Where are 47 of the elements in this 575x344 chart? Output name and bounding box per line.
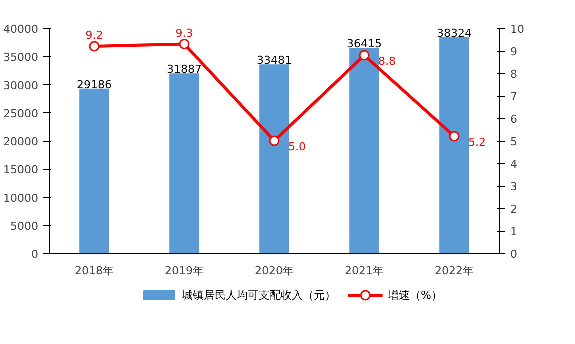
data-label: 29186 — [77, 78, 112, 92]
bar — [170, 74, 200, 254]
y2-tick-label: 1 — [510, 226, 518, 238]
y-tick-label: 40000 — [4, 23, 39, 36]
x-tick-label: 2022年 — [435, 264, 474, 278]
y2-tick-label: 6 — [510, 113, 518, 126]
x-tick-label: 2019年 — [165, 264, 204, 278]
y2-tick-label: 8 — [510, 68, 518, 81]
y2-tick-label: 3 — [510, 180, 518, 194]
data-label: 31887 — [167, 63, 202, 76]
y2-tick-label: 2 — [510, 203, 518, 216]
bar — [260, 64, 290, 254]
bar — [440, 37, 470, 254]
data-label: 9.2 — [86, 29, 104, 42]
x-tick-label: 2021年 — [345, 264, 384, 278]
bar — [80, 88, 110, 254]
legend-label: 城镇居民人均可支配收入（元） — [180, 289, 336, 302]
y-tick-label: 30000 — [4, 79, 39, 92]
data-label: 5.2 — [468, 136, 486, 149]
data-label: 36415 — [347, 38, 382, 51]
data-label: 5.0 — [288, 140, 306, 154]
x-tick-label: 2018年 — [75, 264, 114, 278]
data-label: 9.3 — [176, 26, 194, 40]
y2-tick-label: 5 — [510, 136, 518, 148]
y2-tick-label: 7 — [510, 90, 518, 104]
point — [359, 50, 370, 61]
data-label: 38324 — [437, 26, 472, 40]
y-tick-label: 0 — [32, 248, 38, 261]
point — [269, 136, 280, 146]
y-tick-label: 10000 — [4, 192, 39, 205]
point — [179, 39, 190, 50]
y2-tick-label: 9 — [510, 46, 518, 58]
y-tick-label: 5000 — [10, 220, 39, 233]
point — [89, 41, 100, 52]
y-tick-label: 25000 — [4, 107, 39, 120]
data-label: 8.8 — [378, 55, 396, 68]
y2-tick-label: 0 — [510, 248, 518, 261]
y-tick-label: 20000 — [4, 136, 39, 148]
legend-label: 增速（%） — [387, 289, 442, 302]
x-tick-label: 2020年 — [255, 264, 294, 278]
y-tick-label: 15000 — [4, 164, 39, 177]
data-label: 33481 — [257, 54, 292, 68]
y2-tick-label: 10 — [510, 23, 524, 36]
point — [449, 131, 460, 142]
bar — [350, 48, 380, 254]
y2-tick-label: 4 — [510, 158, 518, 171]
y-tick-label: 35000 — [4, 51, 39, 64]
